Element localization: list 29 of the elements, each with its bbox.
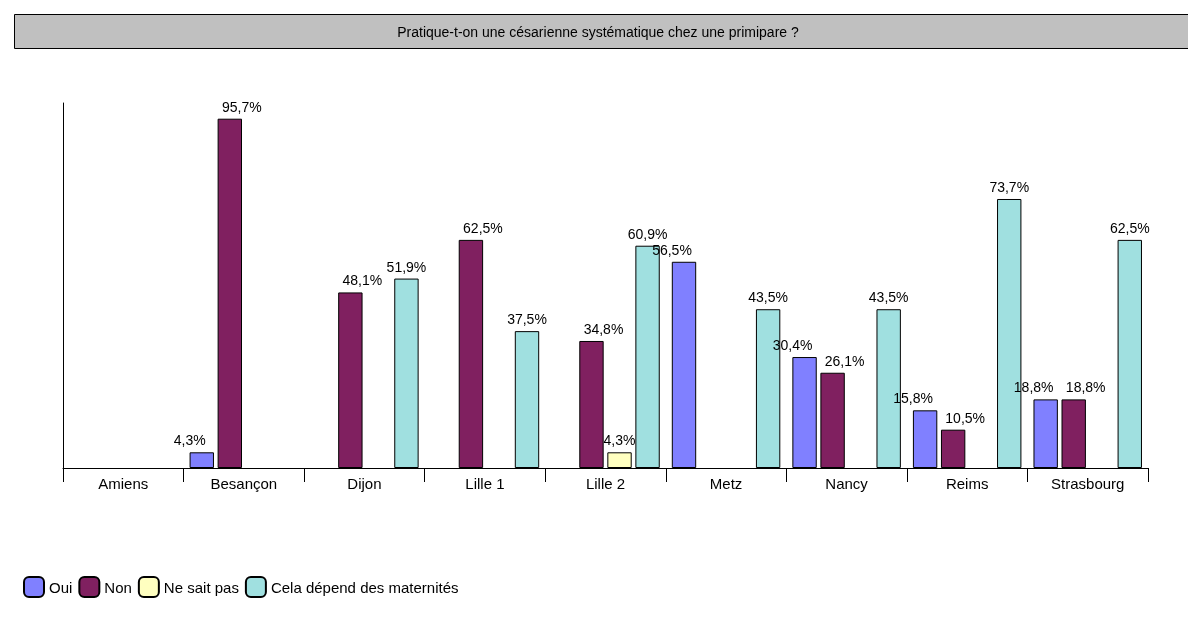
data-label: 4,3% [173, 432, 206, 449]
legend-label: Non [104, 578, 132, 596]
data-label: 62,5% [1109, 219, 1150, 236]
data-label: 34,8% [583, 320, 624, 337]
x-tick-label: Metz [709, 475, 743, 492]
data-label: 37,5% [507, 311, 547, 328]
x-tick-label: Reims [945, 475, 989, 492]
x-tick-label: Lille 1 [465, 475, 505, 492]
data-label: 73,7% [989, 178, 1030, 195]
data-label: 48,1% [342, 272, 383, 289]
data-label: 18,8% [1065, 379, 1106, 396]
x-tick-label: Besançon [210, 475, 278, 492]
data-label: 62,5% [463, 219, 503, 236]
data-label: 10,5% [945, 409, 985, 426]
x-tick-label: Nancy [825, 475, 869, 492]
legend-label: Ne sait pas [163, 578, 239, 596]
data-label: 43,5% [868, 289, 909, 306]
data-label: 95,7% [221, 98, 262, 115]
x-tick-label: Strasbourg [1051, 475, 1125, 492]
data-label: 60,9% [627, 225, 668, 242]
chart-title: Pratique-t-on une césarienne systématique chez une primipare ? [397, 24, 799, 40]
x-tick-label: Dijon [347, 475, 382, 492]
x-tick-label: Amiens [98, 475, 149, 492]
legend-label: Oui [49, 578, 73, 596]
legend-label: Cela dépend des maternités [270, 578, 459, 596]
data-label: 43,5% [748, 289, 788, 306]
x-tick-label: Lille 2 [585, 475, 626, 492]
data-label: 51,9% [386, 258, 427, 275]
data-label: 26,1% [824, 352, 865, 369]
